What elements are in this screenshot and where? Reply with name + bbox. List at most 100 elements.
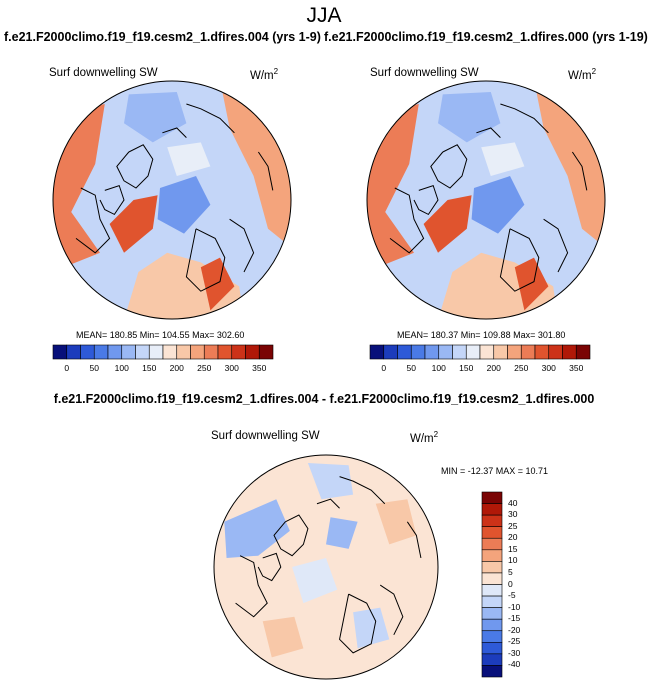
colorbar-swatch: [520, 344, 536, 360]
colorbar-tick-label: -20: [508, 624, 521, 635]
coastline: [257, 552, 282, 582]
colorbar-swatch: [493, 344, 508, 360]
colorbar-tick-label: 350: [252, 363, 267, 373]
colorbar-swatch: [465, 344, 481, 360]
map-boundary: [366, 80, 606, 320]
colorbar-tick-label: 350: [569, 363, 584, 373]
colorbar-swatch: [162, 344, 178, 360]
coastline: [316, 498, 340, 509]
map-boundary: [213, 454, 439, 680]
colorbar-swatch: [548, 344, 563, 360]
colorbar-swatch: [481, 549, 503, 562]
colorbar-swatch: [562, 344, 577, 360]
colorbar-swatch: [481, 561, 503, 574]
colorbar-tick-label: -5: [508, 590, 516, 601]
colorbar-swatch: [93, 344, 109, 360]
colorbar-swatch: [410, 344, 426, 360]
panel2-polar-map: [366, 80, 606, 320]
field-region: [514, 257, 549, 311]
map-boundary: [52, 80, 292, 320]
colorbar-swatch: [481, 491, 503, 504]
colorbar-tick-label: 50: [406, 363, 416, 373]
colorbar-tick-label: 200: [486, 363, 501, 373]
difference-units: W/m2: [410, 430, 439, 445]
colorbar-swatch: [481, 607, 503, 620]
difference-stats: MIN = -12.37 MAX = 10.71: [441, 466, 549, 476]
colorbar-swatch: [135, 344, 150, 360]
colorbar-tick-label: 50: [89, 363, 99, 373]
field-region: [224, 499, 290, 558]
colorbar-swatch: [245, 344, 260, 360]
colorbar-tick-label: -30: [508, 647, 521, 658]
colorbar-swatch: [481, 653, 503, 666]
coastline: [379, 584, 404, 636]
colorbar-tick-label: 25: [508, 520, 518, 531]
field-region: [167, 142, 211, 176]
field-region: [292, 557, 338, 604]
colorbar-swatch: [438, 344, 453, 360]
coastline: [162, 127, 187, 138]
coastline: [389, 187, 425, 254]
colorbar-tick-label: 15: [508, 543, 518, 554]
colorbar-tick-label: 200: [169, 363, 184, 373]
colorbar-swatch: [481, 584, 503, 597]
field-region: [375, 499, 417, 545]
panel1-colorbar: [52, 344, 274, 360]
colorbar-swatch: [190, 344, 205, 360]
colorbar-swatch: [258, 344, 274, 360]
colorbar-swatch: [80, 344, 95, 360]
panel2-colorbar: [369, 344, 591, 360]
colorbar-tick-label: -25: [508, 636, 521, 647]
colorbar-tick-label: 100: [114, 363, 129, 373]
field-region: [307, 463, 354, 500]
colorbar-swatch: [481, 642, 503, 655]
colorbar-tick-label: 0: [508, 578, 513, 589]
field-region: [326, 517, 358, 549]
colorbar-swatch: [575, 344, 591, 360]
coastline: [229, 218, 255, 273]
colorbar-tick-label: 250: [197, 363, 212, 373]
coastline: [75, 187, 111, 254]
colorbar-swatch: [534, 344, 550, 360]
coastline: [186, 103, 235, 134]
colorbar-tick-label: 10: [508, 555, 518, 566]
colorbar-tick-label: -15: [508, 613, 521, 624]
colorbar-swatch: [217, 344, 233, 360]
panel2-stats: MEAN= 180.37 Min= 109.88 Max= 301.80: [397, 330, 566, 340]
colorbar-swatch: [148, 344, 164, 360]
colorbar-swatch: [383, 344, 398, 360]
panel1-variable-label: Surf downwelling SW: [49, 67, 158, 79]
colorbar-swatch: [397, 344, 412, 360]
field-region: [200, 257, 235, 311]
colorbar-tick-label: 100: [431, 363, 446, 373]
colorbar-tick-label: 150: [459, 363, 474, 373]
colorbar-swatch: [481, 595, 503, 608]
colorbar-swatch: [107, 344, 123, 360]
panel1-polar-map: [52, 80, 292, 320]
coastline: [185, 228, 226, 292]
colorbar-swatch: [507, 344, 522, 360]
colorbar-swatch: [52, 344, 68, 360]
field-region: [471, 176, 525, 234]
colorbar-swatch: [481, 514, 503, 527]
colorbar-swatch: [369, 344, 385, 360]
colorbar-swatch: [424, 344, 440, 360]
colorbar-tick-label: 300: [224, 363, 239, 373]
colorbar-tick-label: -40: [508, 659, 521, 670]
colorbar-tick-label: 0: [64, 363, 70, 373]
colorbar-swatch: [203, 344, 219, 360]
coastline: [499, 228, 540, 292]
coastline: [257, 151, 274, 191]
coastline: [543, 218, 569, 273]
colorbar-tick-label: -10: [508, 601, 521, 612]
colorbar-swatch: [481, 526, 503, 539]
panel2-variable-label: Surf downwelling SW: [370, 67, 479, 79]
coastline: [430, 144, 468, 189]
field-region: [157, 176, 211, 234]
colorbar-swatch: [481, 630, 503, 643]
panel1-units: W/m2: [250, 67, 279, 82]
colorbar-tick-label: 30: [508, 509, 518, 520]
coastline: [476, 127, 501, 138]
colorbar-swatch: [66, 344, 81, 360]
field-region: [353, 607, 390, 649]
